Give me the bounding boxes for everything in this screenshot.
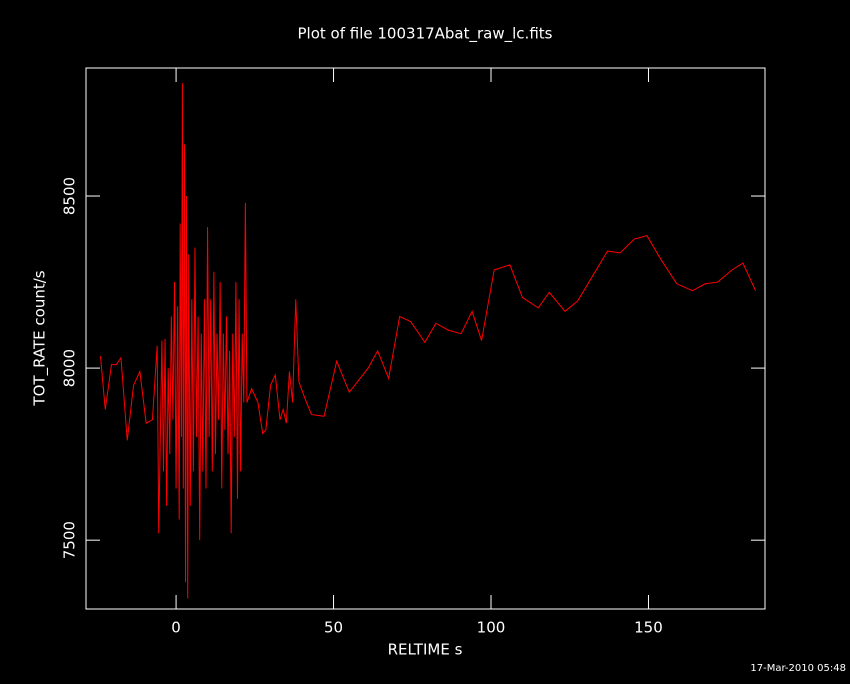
- light-curve: [99, 83, 757, 599]
- x-axis-label: RELTIME s: [388, 641, 463, 659]
- x-tick-label: 100: [477, 619, 506, 637]
- footer-timestamp: 17-Mar-2010 05:48: [750, 663, 846, 674]
- x-tick-label: 150: [634, 619, 663, 637]
- x-tick-label: 50: [324, 619, 343, 637]
- chart-title: Plot of file 100317Abat_raw_lc.fits: [298, 25, 553, 44]
- x-tick-label: 0: [171, 619, 181, 637]
- plot-frame: [85, 67, 766, 610]
- y-tick-label: 7500: [61, 521, 79, 559]
- y-axis-label: TOT_RATE count/s: [31, 270, 50, 406]
- y-tick-label: 8000: [61, 349, 79, 387]
- y-tick-label: 8500: [61, 177, 79, 215]
